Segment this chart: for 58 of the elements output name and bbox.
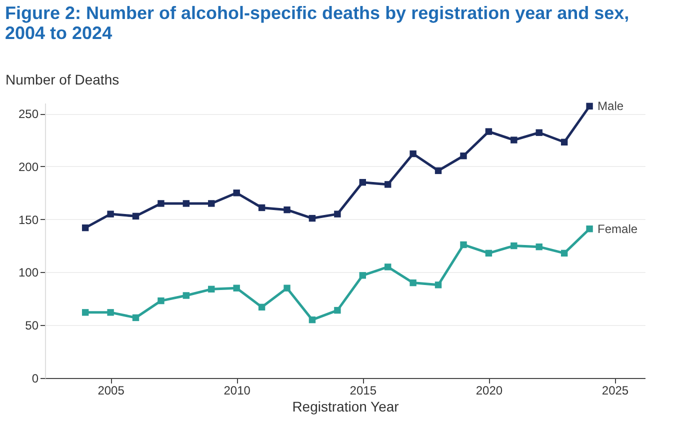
point <box>107 309 114 316</box>
point <box>510 242 518 250</box>
y-tick-label: 100 <box>18 266 39 280</box>
point <box>334 210 341 218</box>
series-label: Female <box>598 222 638 236</box>
point <box>208 200 215 207</box>
point <box>460 241 467 248</box>
point <box>586 226 593 232</box>
point <box>258 204 266 212</box>
y-axis-title: Number of Deaths <box>6 72 120 88</box>
chart-title: Figure 2: Number of alcohol-specific deaths by registration year and sex, 2004 to 2024 <box>5 3 630 43</box>
point <box>233 284 240 292</box>
y-tick-label: 50 <box>25 318 39 333</box>
point <box>158 200 164 207</box>
point <box>132 212 140 220</box>
point <box>284 284 290 292</box>
x-tick-label: 2010 <box>224 384 251 398</box>
point <box>434 282 442 288</box>
point <box>536 129 542 136</box>
point <box>208 286 215 293</box>
x-tick-label: 2015 <box>350 384 377 398</box>
point <box>510 136 518 144</box>
point <box>560 138 568 146</box>
y-tick-label: 0 <box>32 372 39 386</box>
point <box>359 178 366 186</box>
point <box>82 309 89 316</box>
point <box>308 316 316 324</box>
point <box>308 214 316 222</box>
point <box>410 150 416 158</box>
point <box>182 200 190 207</box>
point <box>284 206 290 214</box>
point <box>536 243 542 250</box>
y-tick-label: 150 <box>18 212 39 227</box>
point <box>334 306 341 314</box>
x-tick-label: 2025 <box>602 384 629 398</box>
point <box>107 210 114 218</box>
y-tick-label: 250 <box>18 107 39 122</box>
x-axis-title: Registration Year <box>292 398 400 414</box>
point <box>560 250 568 257</box>
point <box>233 190 240 196</box>
point <box>586 102 593 110</box>
point <box>384 264 392 270</box>
point <box>485 250 492 257</box>
point <box>132 314 140 322</box>
point <box>384 181 392 188</box>
x-tick-label: 2020 <box>476 384 503 398</box>
point <box>258 304 266 310</box>
y-tick-label: 200 <box>18 160 39 174</box>
point <box>182 292 190 299</box>
point <box>434 167 442 174</box>
x-tick-label: 2005 <box>98 384 125 398</box>
series-label: Male <box>598 99 624 114</box>
point <box>359 272 366 279</box>
point <box>158 297 164 304</box>
point <box>410 279 416 286</box>
point <box>460 152 467 160</box>
point <box>82 224 89 232</box>
point <box>485 128 492 135</box>
